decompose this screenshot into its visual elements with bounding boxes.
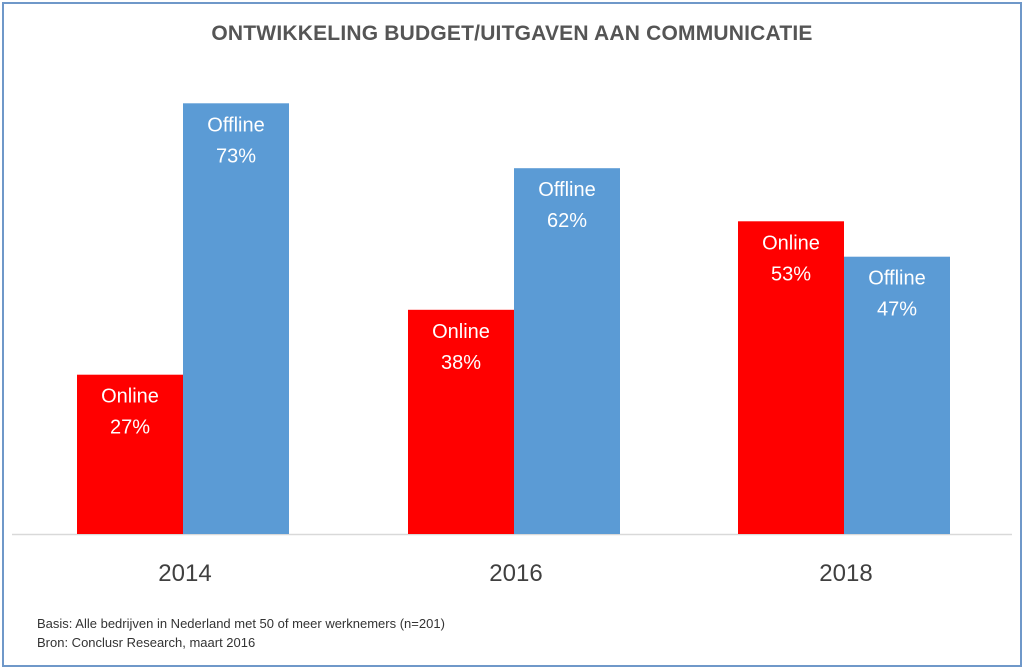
bar-offline-2014 [183,103,289,535]
data-label-value-online-2016: 38% [441,352,481,374]
data-label-name-online-2016: Online [432,321,490,343]
chart-title: ONTWIKKELING BUDGET/UITGAVEN AAN COMMUNI… [211,22,813,45]
data-label-name-offline-2018: Offline [868,268,925,290]
bar-online-2016 [408,309,514,534]
data-label-value-online-2018: 53% [771,263,811,285]
bar-chart: Online 27% Offline 73% 2014 Online 38% Offline 6… [12,103,1012,587]
data-label-value-offline-2014: 73% [216,145,256,167]
data-label-value-offline-2018: 47% [877,299,917,321]
bar-online-2018 [738,221,844,535]
data-label-value-offline-2016: 62% [547,210,587,232]
data-label-name-offline-2016: Offline [538,179,595,201]
data-label-name-offline-2014: Offline [207,114,264,136]
data-label-value-online-2014: 27% [110,417,150,439]
data-label-name-online-2014: Online [101,386,159,408]
bar-online-2014 [77,374,183,534]
x-tick-label-2014: 2014 [158,560,211,587]
footnote-basis: Basis: Alle bedrijven in Nederland met 5… [37,616,445,631]
footnote-source: Bron: Conclusr Research, maart 2016 [37,635,256,650]
data-label-name-online-2018: Online [762,232,820,254]
x-tick-label-2018: 2018 [819,560,872,587]
x-tick-label-2016: 2016 [489,560,542,587]
bar-offline-2016 [514,168,620,534]
bar-offline-2018 [844,256,950,534]
